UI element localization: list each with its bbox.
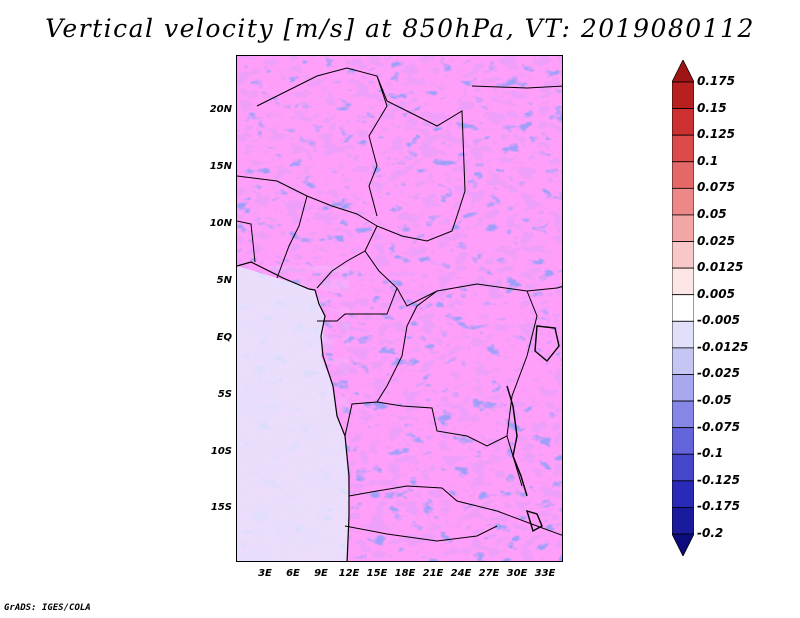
- colorbar-bin: [672, 507, 694, 535]
- colorbar-label: 0.125: [697, 127, 735, 142]
- lakes: [506, 325, 560, 533]
- lon-label-24e: 24E: [450, 568, 472, 579]
- colorbar-bin: [672, 267, 694, 296]
- colorbar-label: 0.05: [697, 206, 727, 221]
- lat-label-5n: 5N: [216, 275, 232, 286]
- colorbar-bin: [672, 294, 694, 322]
- colorbar-bin: [672, 320, 694, 349]
- lat-label-20n: 20N: [209, 104, 232, 115]
- colorbar-label: 0.075: [697, 180, 735, 195]
- colorbar-label: 0.1: [697, 153, 719, 168]
- lat-label-10s: 10S: [210, 446, 232, 457]
- lat-label-15s: 15S: [210, 502, 232, 513]
- grads-credit: GrADS: IGES/COLA: [4, 603, 91, 613]
- lon-label-15e: 15E: [366, 568, 388, 579]
- colorbar-bin: [672, 214, 694, 242]
- colorbar-bottom-arrow: [672, 533, 694, 556]
- lon-label-33e: 33E: [534, 568, 556, 579]
- map-panel: [236, 55, 563, 562]
- lat-label-5s: 5S: [217, 389, 232, 400]
- colorbar-bin: [672, 241, 694, 269]
- lon-label-30e: 30E: [506, 568, 528, 579]
- lon-label-6e: 6E: [286, 568, 300, 579]
- colorbar-bin: [672, 161, 694, 189]
- lon-label-18e: 18E: [394, 568, 416, 579]
- colorbar-label: -0.025: [697, 366, 740, 381]
- colorbar-label: 0.175: [697, 74, 735, 88]
- colorbar-label: -0.175: [697, 499, 740, 514]
- colorbar-label: 0.15: [697, 100, 727, 115]
- lat-label-eq: EQ: [216, 332, 232, 343]
- colorbar-label: -0.0125: [697, 339, 749, 354]
- colorbar-bin: [672, 427, 694, 455]
- velocity-field-map: [237, 56, 562, 561]
- colorbar-bin: [672, 81, 694, 109]
- colorbar-label: -0.1: [697, 446, 724, 461]
- colorbar-bin: [672, 187, 694, 216]
- plot-title: Vertical velocity [m/s] at 850hPa, VT: 2…: [45, 14, 755, 43]
- colorbar-bin: [672, 453, 694, 482]
- colorbar: [672, 60, 694, 556]
- colorbar-bin: [672, 108, 694, 136]
- colorbar-bin: [672, 347, 694, 375]
- colorbar-bin: [672, 134, 694, 163]
- lat-label-15n: 15N: [209, 161, 232, 172]
- colorbar-label: -0.005: [697, 313, 740, 328]
- lat-label-10n: 10N: [209, 218, 232, 229]
- colorbar-label: -0.075: [697, 419, 740, 434]
- lon-label-9e: 9E: [314, 568, 328, 579]
- colorbar-label: -0.125: [697, 472, 740, 487]
- colorbar-bin: [672, 374, 694, 402]
- colorbar-label: 0.0125: [697, 260, 744, 275]
- lon-label-27e: 27E: [478, 568, 500, 579]
- colorbar-label: 0.005: [697, 286, 735, 301]
- colorbar-label: 0.025: [697, 233, 735, 248]
- colorbar-bin: [672, 480, 694, 508]
- colorbar-label: -0.2: [697, 526, 724, 540]
- country-borders: [237, 67, 562, 542]
- colorbar-top-arrow: [672, 60, 694, 83]
- lon-label-3e: 3E: [258, 568, 272, 579]
- lon-label-21e: 21E: [422, 568, 444, 579]
- colorbar-label: -0.05: [697, 393, 732, 408]
- colorbar-bin: [672, 400, 694, 429]
- lon-label-12e: 12E: [338, 568, 360, 579]
